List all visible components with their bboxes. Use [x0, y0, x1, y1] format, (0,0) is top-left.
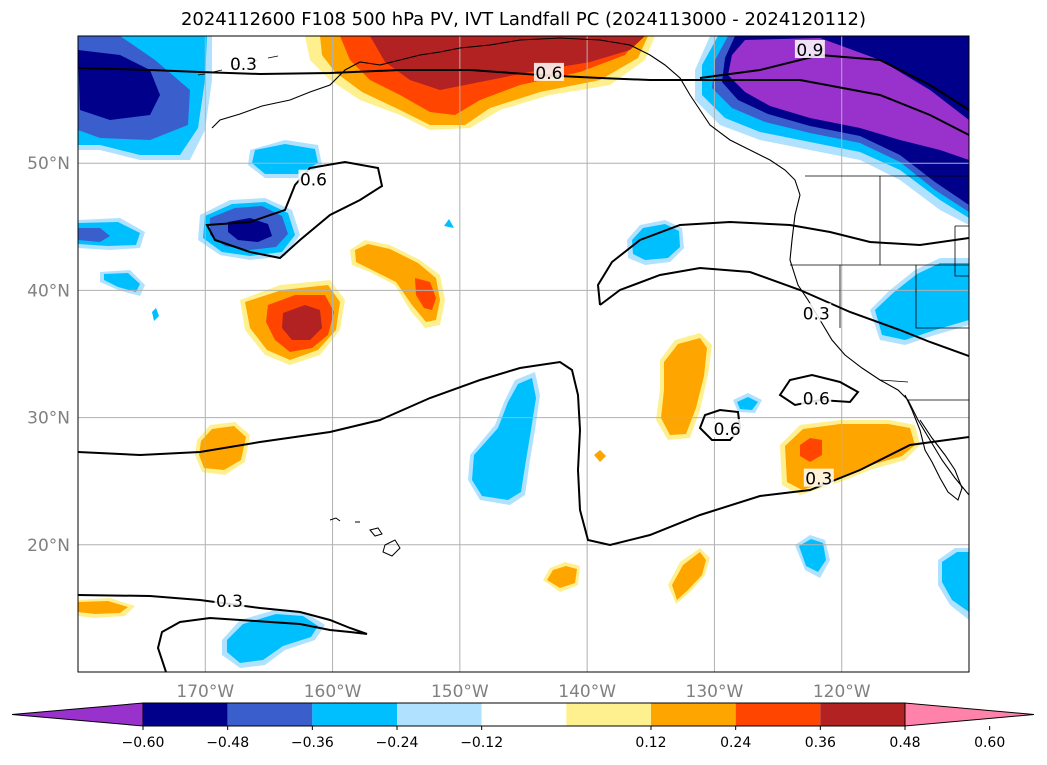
colorbar-tick-label: −0.36 — [291, 735, 334, 751]
contour-line — [78, 594, 368, 672]
colorbar-swatch — [397, 703, 482, 726]
contour-label-bg — [228, 53, 259, 72]
fill-region — [252, 144, 318, 174]
fill-region — [942, 552, 969, 612]
contour-label: 0.6 — [803, 390, 830, 410]
chart-title: 2024112600 F108 500 hPa PV, IVT Landfall… — [180, 9, 867, 30]
lat-tick-label: 30°N — [27, 409, 70, 429]
contour-label: 0.3 — [803, 304, 830, 324]
fill-region — [78, 601, 128, 614]
lon-tick-label: 120°W — [813, 682, 871, 702]
fill-region — [800, 438, 822, 462]
colorbar-swatch — [735, 703, 821, 726]
pv-filled-regions — [78, 36, 969, 668]
fill-region — [632, 224, 680, 260]
fill-region — [875, 263, 969, 340]
contour-label-bg — [214, 590, 245, 609]
contour-label: 0.6 — [535, 64, 562, 84]
fill-region — [227, 614, 318, 663]
fill-region — [547, 566, 577, 588]
colorbar-swatch — [312, 703, 397, 726]
contour-label-bg — [712, 419, 743, 438]
lon-tick-label: 160°W — [304, 682, 362, 702]
contour-label-bg — [801, 303, 832, 322]
contour-label: 0.6 — [714, 420, 741, 440]
colorbar-tick-label: −0.12 — [460, 735, 503, 751]
fill-region — [728, 38, 969, 160]
latitude-labels: 50°N 40°N 30°N 20°N — [27, 154, 70, 556]
fill-region — [737, 397, 758, 410]
colorbar: −0.60 −0.48 −0.36 −0.24 −0.12 0.12 0.24 0.36 0.4… — [11, 702, 1035, 751]
colorbar-swatch — [143, 703, 228, 726]
fill-region — [104, 273, 140, 292]
fill-region — [472, 378, 536, 500]
fill-region — [370, 36, 645, 90]
coastline-alaska — [211, 37, 801, 196]
colorbar-swatch — [651, 703, 736, 726]
contour-line — [599, 266, 969, 357]
contour-labels: 0.3 0.6 0.9 0.6 0.3 0.6 0.6 0.3 0.3 — [214, 39, 834, 612]
fill-region — [228, 218, 272, 242]
colorbar-swatch — [566, 703, 651, 726]
contour-line — [596, 220, 969, 306]
fill-region — [78, 228, 110, 242]
contour-label: 0.3 — [230, 55, 257, 75]
colorbar-extend-max — [904, 702, 1035, 727]
colorbar-extend-min — [11, 702, 144, 727]
lon-tick-label: 140°W — [558, 682, 616, 702]
contour-line — [699, 53, 969, 111]
colorbar-swatch — [481, 703, 567, 726]
contour-label-bg — [801, 388, 832, 407]
colorbar-tick-label: 0.36 — [805, 735, 836, 751]
coastline-us-west — [789, 194, 969, 496]
contour-line — [205, 160, 384, 260]
gridlines — [78, 36, 969, 672]
fill-region — [415, 278, 436, 310]
fill-region — [355, 244, 440, 322]
coastline-baja — [904, 394, 963, 501]
lat-tick-label: 50°N — [27, 154, 70, 174]
contour-label: 0.6 — [300, 171, 327, 191]
colorbar-swatch — [820, 703, 905, 726]
lon-tick-label: 130°W — [686, 682, 744, 702]
contour-label-bg — [533, 62, 564, 81]
fill-region — [594, 450, 606, 462]
colorbar-tick-label: −0.48 — [206, 735, 249, 751]
contour-label-bg — [794, 39, 825, 58]
colorbar-tick-label: 0.48 — [889, 735, 920, 751]
colorbar-tick-label: 0.24 — [720, 735, 751, 751]
contour-label-bg — [803, 468, 834, 487]
colorbar-swatch — [227, 703, 313, 726]
colorbar-tick-label: 0.60 — [974, 735, 1005, 751]
fill-region — [444, 219, 454, 228]
coastline-hawaii — [329, 517, 401, 557]
lat-tick-label: 40°N — [27, 281, 70, 301]
contour-label: 0.3 — [216, 592, 243, 612]
lon-tick-label: 150°W — [431, 682, 489, 702]
contour-label: 0.9 — [796, 41, 823, 61]
colorbar-tick-label: −0.24 — [376, 735, 419, 751]
colorbar-tick-label: −0.60 — [122, 735, 165, 751]
longitude-labels: 170°W 160°W 150°W 140°W 130°W 120°W — [176, 682, 870, 702]
colorbar-tick-label: 0.12 — [635, 735, 666, 751]
fill-region — [672, 552, 706, 600]
fill-region — [799, 539, 826, 572]
lat-tick-label: 20°N — [27, 536, 70, 556]
fill-region — [661, 338, 707, 435]
contour-line — [78, 360, 969, 547]
colorbar-frame — [142, 702, 906, 727]
contour-label-bg — [298, 169, 329, 188]
fill-region — [78, 50, 160, 120]
fill-region — [152, 308, 159, 321]
map-frame — [77, 35, 970, 673]
coastlines — [197, 37, 969, 557]
lon-tick-label: 170°W — [176, 682, 234, 702]
state-borders — [790, 175, 969, 401]
contour-label: 0.3 — [805, 470, 832, 490]
fill-region — [282, 305, 322, 340]
